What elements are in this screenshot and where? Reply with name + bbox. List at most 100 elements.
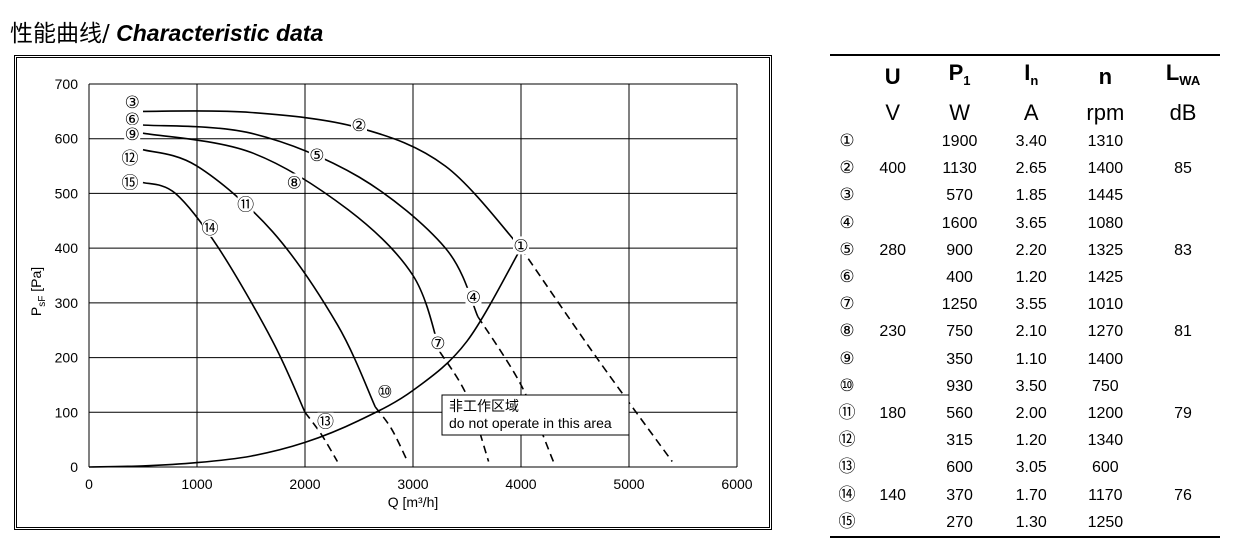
x-tick-label: 4000: [505, 476, 536, 492]
table-cell: [1146, 264, 1220, 291]
table-cell: 560: [946, 404, 973, 422]
table-row: ① 1900 3.40 1310: [830, 128, 1220, 155]
table-cell: 1270: [1087, 323, 1124, 341]
table-row: ⑤ 280 900 2.20 1325 83: [830, 237, 1220, 264]
table-cell: 930: [946, 377, 973, 395]
table-cell: [1146, 182, 1220, 209]
curve-marker-label: ①: [513, 236, 528, 256]
table-cell: 1.30: [997, 508, 1065, 538]
table-row: ④ 1600 3.65 1080: [830, 210, 1220, 237]
table-cell: 230: [879, 323, 907, 341]
table-header-cell: n: [1064, 54, 1147, 98]
table-cell: 3.55: [1015, 296, 1047, 314]
table-cell: 1425: [1087, 269, 1124, 287]
y-tick-label: 100: [55, 404, 79, 420]
table-header-cell: U: [864, 54, 922, 98]
curve-marker-label: ⑦: [430, 334, 445, 354]
table-cell: [864, 291, 921, 318]
row-number: ⑫: [838, 430, 856, 451]
table-cell: 81: [1174, 323, 1192, 341]
table-cell: 1400: [1087, 350, 1124, 368]
row-number: ⑤: [839, 239, 855, 260]
table-cell: 315: [946, 432, 973, 450]
y-tick-label: 300: [55, 295, 79, 311]
table-cell: [1146, 346, 1220, 373]
marker-bg: [286, 173, 303, 192]
row-number: ⑨: [839, 348, 855, 369]
table-cell: [864, 346, 921, 373]
table-cell: [864, 508, 922, 538]
row-number: ⑩: [839, 375, 855, 396]
table-unit-cell: rpm: [1086, 100, 1125, 125]
table-units-blank: [830, 98, 864, 128]
table-cell: 270: [921, 508, 998, 538]
table-row: ⑩ 930 3.50 750: [830, 373, 1220, 400]
table-cell: 1.70: [1015, 486, 1047, 504]
table-cell: 2.65: [1015, 160, 1047, 178]
table-cell: 3.05: [1015, 459, 1047, 477]
table-row: ⑥ 400 1.20 1425: [830, 264, 1220, 291]
row-number: ③: [839, 185, 855, 206]
marker-bg: [122, 148, 139, 167]
table-cell: [864, 210, 921, 237]
table-cell: 1.85: [1015, 187, 1047, 205]
marker-bg: [122, 173, 139, 192]
table-header-subscript: WA: [1179, 73, 1201, 88]
fan-curve-dashed: [477, 316, 555, 462]
y-tick-label: 500: [55, 185, 79, 201]
table-cell: 1400: [1087, 160, 1124, 178]
table-unit-cell: dB: [1169, 100, 1197, 125]
marker-bg: [308, 146, 325, 165]
marker-bg: [513, 236, 529, 255]
table-cell: 79: [1174, 404, 1192, 422]
marker-bg: [124, 110, 141, 129]
marker-bg: [351, 116, 367, 135]
table-cell: 750: [1092, 377, 1119, 395]
table-row: ⑧ 230 750 2.10 1270 81: [830, 318, 1220, 345]
table-header-cell: LWA: [1146, 54, 1220, 98]
marker-bg: [201, 218, 218, 237]
table-cell: 1080: [1087, 214, 1124, 232]
fan-curve-solid: [142, 132, 441, 353]
table-cell: 400: [946, 269, 973, 287]
marker-bg: [429, 333, 446, 352]
fan-curve-solid: [142, 110, 522, 249]
table-cell: [1146, 128, 1220, 155]
y-tick-label: 0: [70, 459, 78, 475]
table-cell: 180: [879, 404, 907, 422]
table-row: ⑮ 270 1.30 1250: [830, 508, 1220, 538]
table-cell: 1.10: [1015, 350, 1047, 368]
table-cell: 1340: [1087, 432, 1124, 450]
table-cell: [1146, 427, 1220, 454]
table-cell: 1600: [941, 214, 978, 232]
row-number: ⑬: [838, 457, 856, 478]
fan-curve-solid: [142, 181, 306, 413]
table-cell: 85: [1174, 160, 1192, 178]
curve-marker-label: ⑫: [122, 149, 139, 169]
table-cell: [864, 182, 921, 209]
x-tick-label: 6000: [721, 476, 752, 492]
row-number: ④: [839, 212, 855, 233]
row-number: ⑧: [839, 321, 855, 342]
curve-marker-label: ③: [125, 93, 140, 113]
marker-bg: [237, 195, 254, 214]
x-tick-label: 0: [85, 476, 93, 492]
table-cell: 280: [879, 241, 907, 259]
table-cell: 1250: [941, 296, 978, 314]
table-cell: 900: [946, 241, 973, 259]
curve-marker-label: ⑮: [122, 173, 139, 193]
table-row: ⑪ 180 560 2.00 1200 79: [830, 400, 1220, 427]
fan-curve-dashed: [374, 406, 409, 462]
table-header-subscript: n: [1030, 73, 1039, 88]
row-number: ⑪: [838, 402, 856, 423]
table-cell: [1146, 508, 1220, 538]
table-cell: 3.65: [1015, 214, 1047, 232]
x-tick-label: 3000: [397, 476, 428, 492]
table-cell: 1010: [1087, 296, 1124, 314]
table-cell: [1146, 454, 1220, 481]
table-unit-cell: V: [885, 100, 901, 125]
table-row: ② 400 1130 2.65 1400 85: [830, 155, 1220, 182]
y-axis-label: PsF [Pa]: [28, 267, 48, 316]
table-cell: [864, 427, 921, 454]
